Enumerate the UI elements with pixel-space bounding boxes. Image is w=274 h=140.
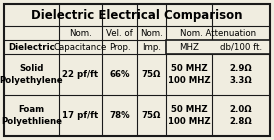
Text: 2.9Ω
3.3Ω: 2.9Ω 3.3Ω — [230, 64, 253, 85]
Text: Dielectric Electrical Comparison: Dielectric Electrical Comparison — [31, 9, 243, 22]
Text: Dielectric: Dielectric — [8, 43, 55, 52]
Text: Nom.: Nom. — [69, 29, 92, 38]
Text: 2.0Ω
2.8Ω: 2.0Ω 2.8Ω — [230, 105, 253, 126]
Text: 22 pf/ft: 22 pf/ft — [62, 70, 99, 79]
Text: Vel. of: Vel. of — [106, 29, 133, 38]
Text: 78%: 78% — [109, 111, 130, 120]
Text: 75Ω: 75Ω — [142, 70, 161, 79]
Text: 50 MHZ
100 MHZ: 50 MHZ 100 MHZ — [168, 64, 210, 85]
Text: MHZ: MHZ — [179, 43, 199, 52]
Text: Prop.: Prop. — [109, 43, 130, 52]
Text: db/100 ft.: db/100 ft. — [220, 43, 262, 52]
Text: Capacitance: Capacitance — [54, 43, 107, 52]
Text: 75Ω: 75Ω — [142, 111, 161, 120]
Text: Solid
Polyethylene: Solid Polyethylene — [0, 64, 63, 85]
Text: 50 MHZ
100 MHZ: 50 MHZ 100 MHZ — [168, 105, 210, 126]
Text: Nom.: Nom. — [140, 29, 163, 38]
Text: Foam
Polyethliene: Foam Polyethliene — [1, 105, 62, 126]
Text: Imp.: Imp. — [142, 43, 161, 52]
Text: 66%: 66% — [109, 70, 130, 79]
Text: Nom. Attenuation: Nom. Attenuation — [180, 29, 256, 38]
Bar — [166, 40, 270, 54]
Text: 17 pf/ft: 17 pf/ft — [62, 111, 99, 120]
